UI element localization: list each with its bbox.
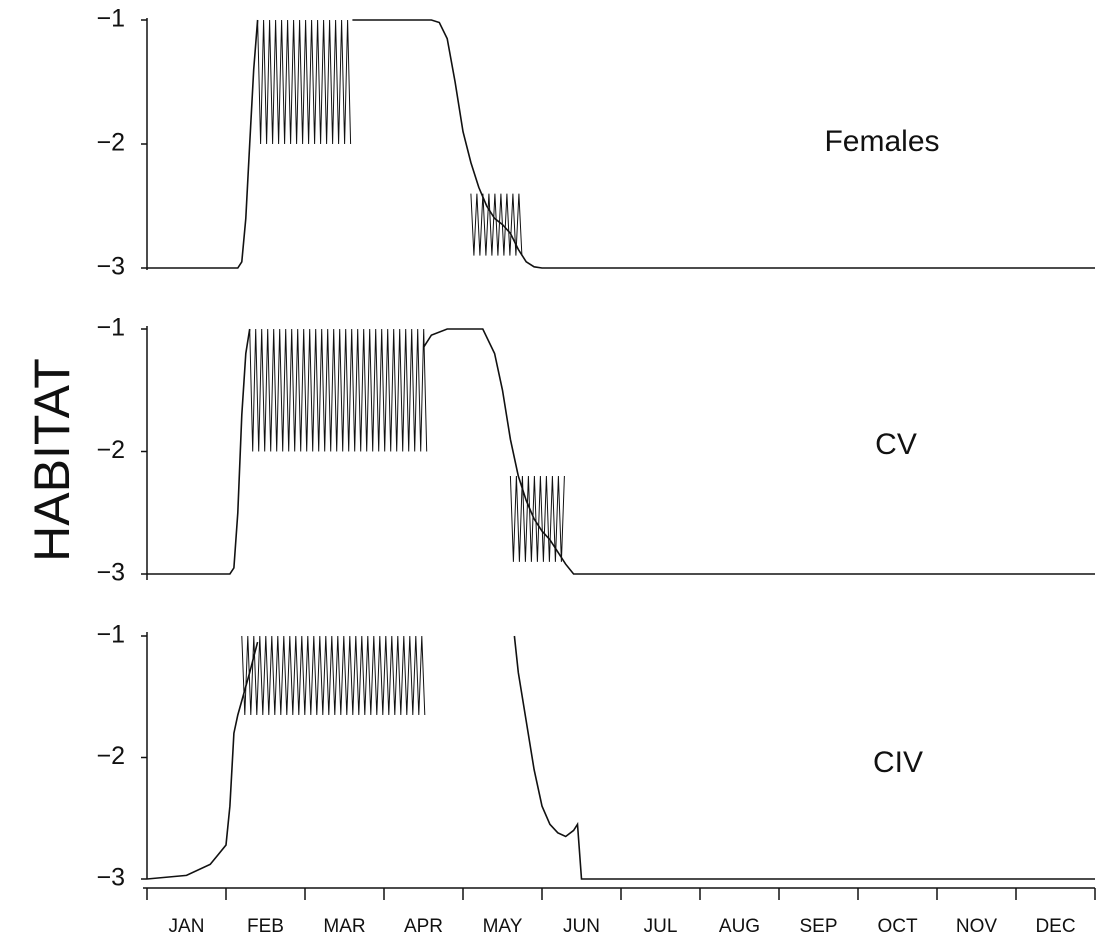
y-tick-label: −2 — [96, 129, 125, 157]
y-tick-label: −1 — [96, 621, 125, 649]
oscillation-band — [241, 635, 426, 716]
panel-females: −1 −2 −3 Females — [96, 5, 1095, 281]
month-label: FEB — [247, 916, 284, 937]
panel-cv: −1 −2 −3 CV — [96, 314, 1095, 587]
month-label: AUG — [719, 916, 760, 937]
panel-civ: −1 −2 −3 CIV — [96, 621, 1095, 892]
month-label: NOV — [956, 916, 998, 937]
oscillation-band — [509, 475, 565, 562]
y-axis-label: HABITAT — [24, 358, 80, 562]
y-tick-label: −3 — [96, 559, 125, 587]
month-label: MAR — [323, 916, 365, 937]
month-label: APR — [404, 916, 443, 937]
panel-label: CV — [875, 428, 917, 461]
month-axis: JAN FEB MAR APR MAY JUN JUL AUG SEP OCT NOV DEC — [143, 887, 1096, 937]
month-label: DEC — [1035, 916, 1075, 937]
month-label: SEP — [799, 916, 837, 937]
y-tick-label: −3 — [96, 864, 125, 892]
month-label: OCT — [877, 916, 918, 937]
series-line — [352, 19, 1095, 269]
panels-group: −1 −2 −3 Females −1 −2 −3 CV −1 −2 −3 CIV — [96, 5, 1095, 892]
oscillation-band — [470, 193, 523, 256]
y-tick-label: −1 — [96, 5, 125, 33]
series-line — [147, 328, 251, 575]
series-line — [146, 641, 259, 880]
oscillation-band — [257, 19, 352, 145]
y-tick-label: −1 — [96, 314, 125, 342]
month-label: JUL — [644, 916, 678, 937]
y-tick-label: −2 — [96, 436, 125, 464]
y-tick-label: −3 — [96, 253, 125, 281]
month-label: JAN — [169, 916, 205, 937]
panel-label: CIV — [873, 746, 923, 779]
series-line — [147, 19, 259, 269]
series-line — [513, 635, 1095, 880]
month-label: JUN — [563, 916, 600, 937]
series-line — [422, 328, 1095, 575]
month-label: MAY — [483, 916, 523, 937]
panel-label: Females — [824, 125, 939, 158]
y-tick-label: −2 — [96, 742, 125, 770]
oscillation-band — [249, 328, 428, 452]
